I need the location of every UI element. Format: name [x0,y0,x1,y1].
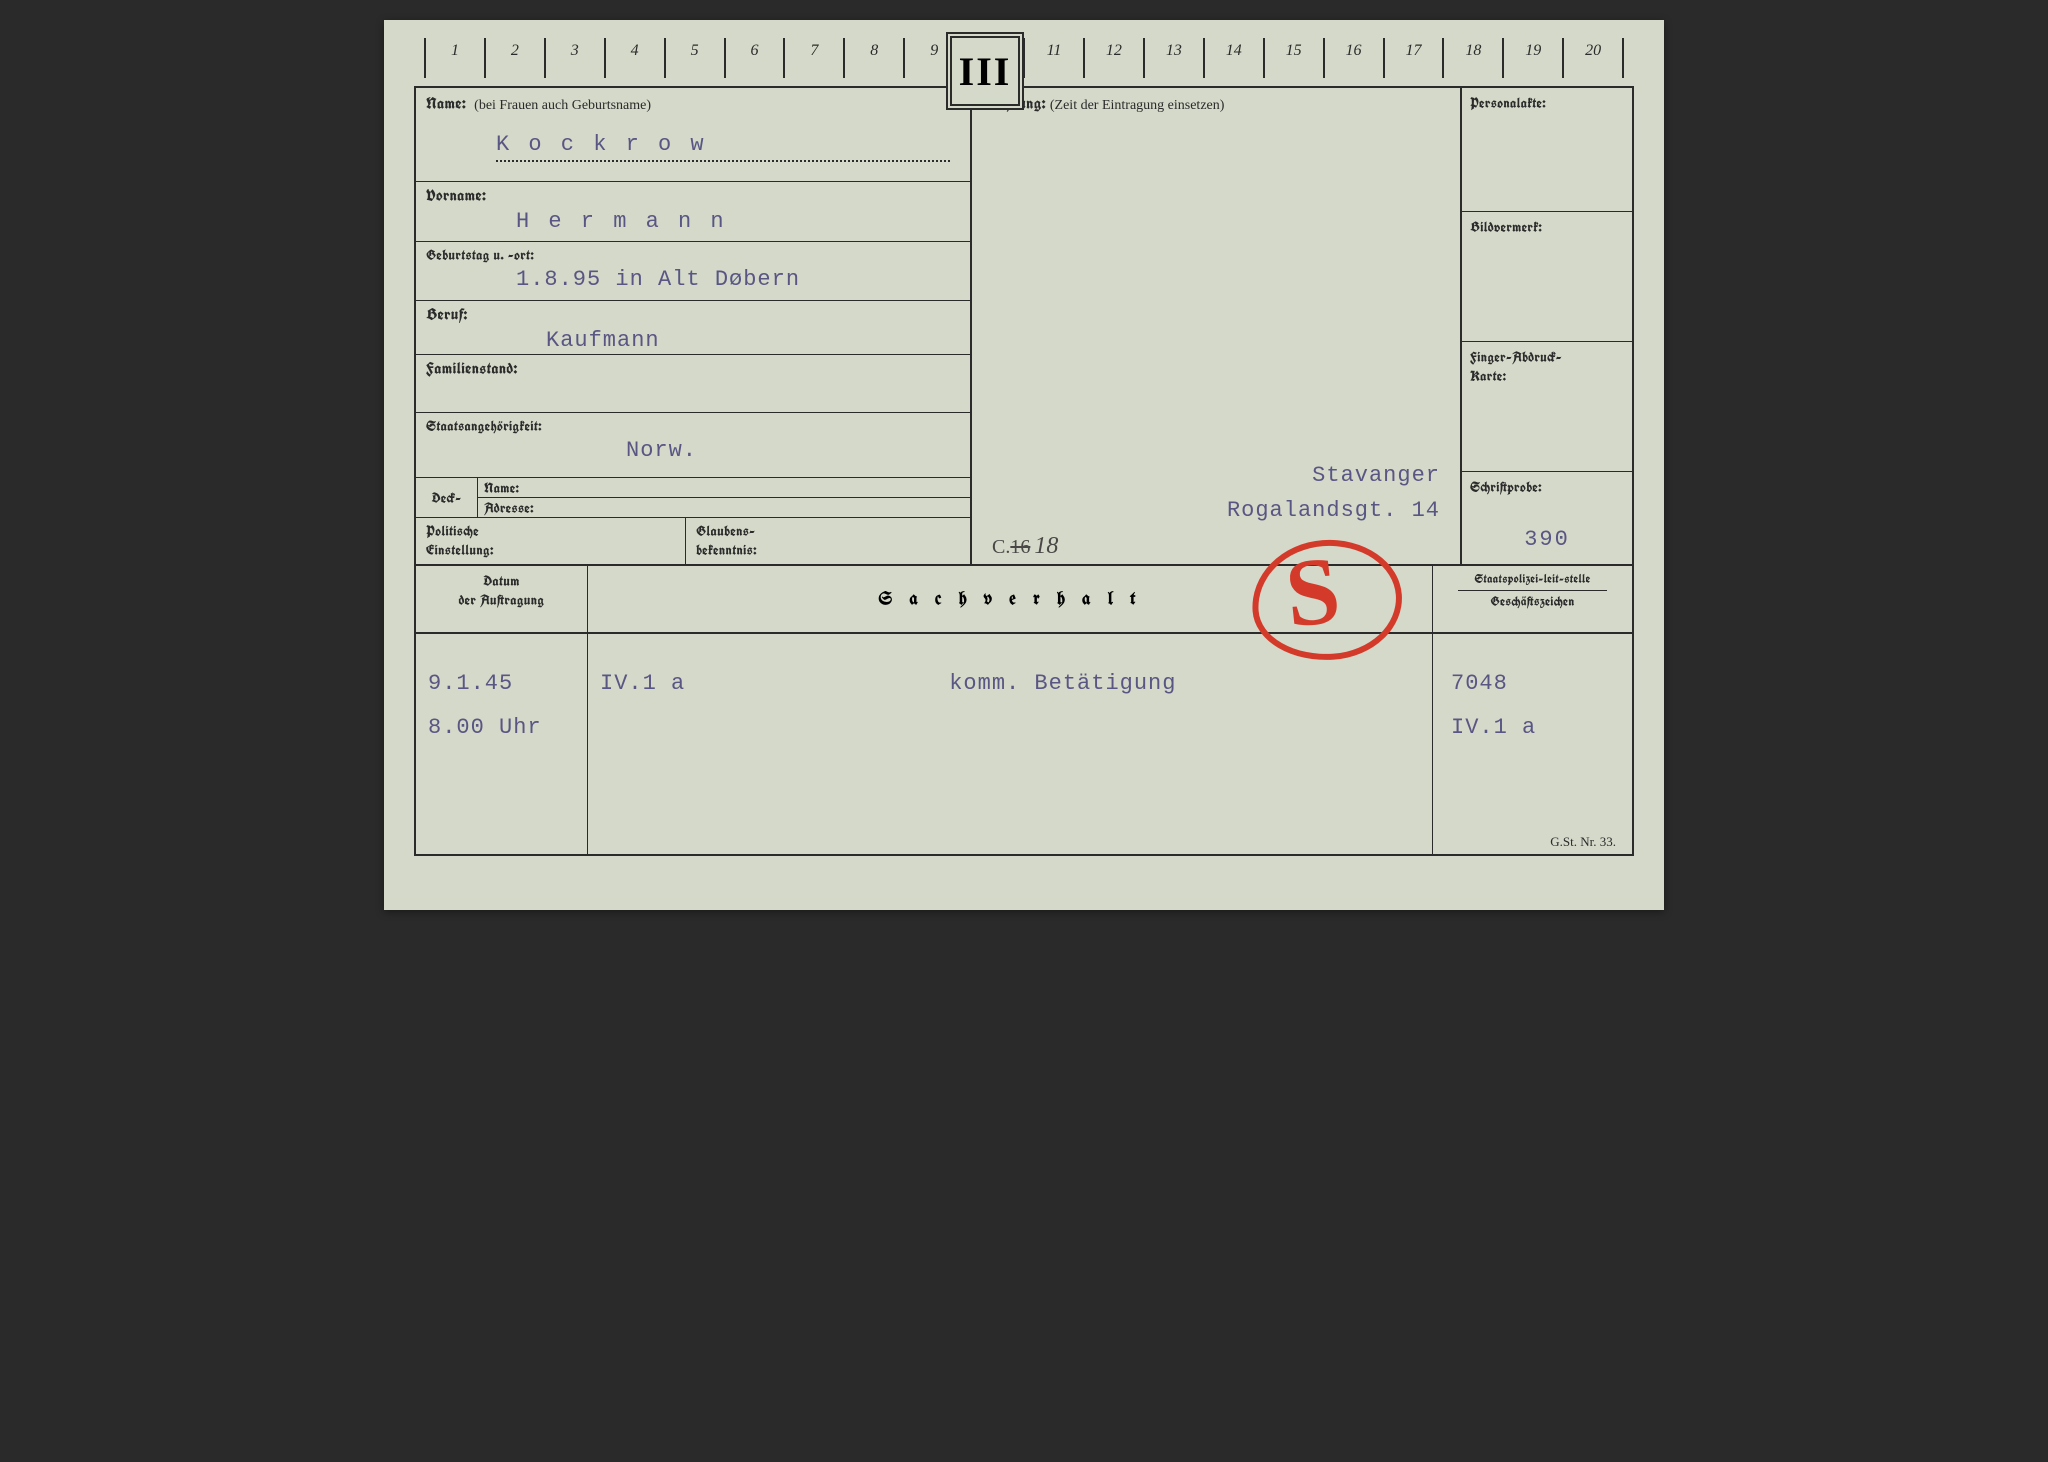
ruler-tick: 12 [1083,38,1143,78]
label-name: Name: [426,94,466,114]
field-bildvermerk: Bildvermerk: [1462,212,1632,342]
header-geschaeftszeichen: Staatspolizei-leit-stelle Geschäftszeich… [1432,566,1632,632]
entries-section: 9.1.45 8.00 Uhr IV.1 a komm. Betätigung … [416,634,1632,854]
entry-ref: IV.1 a [600,662,685,706]
value-residence-street: Rogalandsgt. 14 [1227,493,1440,528]
hand-struck: 16 [1010,536,1030,558]
label-political-2: Einstellung: [426,541,494,559]
ruler-tick: 8 [843,38,903,78]
value-residence-city: Stavanger [1227,458,1440,493]
field-marital-status: Familienstand: [416,355,970,413]
left-column: Name: (bei Frauen auch Geburtsname) K o … [416,88,972,564]
ruler-tick: 15 [1263,38,1323,78]
value-occupation: Kaufmann [546,328,660,353]
entry-code-1: 7048 [1451,662,1614,706]
form-number: G.St. Nr. 33. [1550,834,1616,850]
field-occupation: Beruf: Kaufmann [416,301,970,355]
ruler-tick: 1 [424,38,484,78]
label-datum-2: der Auftragung [459,591,545,609]
label-sachverhalt: S a c h v e r h a l t [879,590,1142,609]
label-deck-name: Name: [484,479,519,497]
ruler-tick: 7 [783,38,843,78]
handwritten-annotation: C.16 18 [992,533,1058,560]
label-birth: Geburtstag u. -ort: [426,246,960,264]
entry-main-col: IV.1 a komm. Betätigung [588,634,1432,854]
entry-date: 9.1.45 [428,662,575,706]
index-card: 1 2 3 4 5 6 7 8 9 10 11 12 13 14 15 16 1… [384,20,1664,910]
entry-code-2: IV.1 a [1451,706,1614,750]
field-vorname: Vorname: H e r m a n n [416,182,970,242]
ruler-tick: 17 [1383,38,1443,78]
top-section: Name: (bei Frauen auch Geburtsname) K o … [416,88,1632,566]
field-personalakte: Personalakte: [1462,88,1632,212]
label-political-1: Politische [426,522,479,540]
ruler-tick: 16 [1323,38,1383,78]
ruler-tick: 20 [1562,38,1624,78]
label-bildvermerk: Bildvermerk: [1470,218,1542,236]
label-marital: Familienstand: [426,359,960,379]
label-deck-address: Adresse: [484,499,534,517]
ruler-tick: 11 [1023,38,1083,78]
entry-date-col: 9.1.45 8.00 Uhr [416,634,588,854]
ruler-tick: 6 [724,38,784,78]
label-staatspolizei: Staatspolizei-leit-stelle [1474,572,1590,587]
ruler-tick: 3 [544,38,604,78]
ruler-tick: 13 [1143,38,1203,78]
ruler-tick: 14 [1203,38,1263,78]
label-nationality: Staatsangehörigkeit: [426,417,960,435]
header-band: Datum der Auftragung S a c h v e r h a l… [416,566,1632,634]
ruler-tick: 18 [1442,38,1502,78]
label-faith-2: bekenntnis: [696,541,757,559]
label-residence-note: (Zeit der Eintragung einsetzen) [1050,98,1225,113]
ruler-scale: 1 2 3 4 5 6 7 8 9 10 11 12 13 14 15 16 1… [424,38,1624,78]
field-name: Name: (bei Frauen auch Geburtsname) K o … [416,88,970,182]
label-deck: Deck- [432,489,462,507]
value-schriftprobe: 390 [1462,527,1632,552]
ruler-tick: 2 [484,38,544,78]
field-fingerprint: Finger-Abdruck- Karte: [1462,342,1632,472]
value-birth: 1.8.95 in Alt Døbern [516,267,800,292]
field-political-religious: Politische Einstellung: Glaubens- bekenn… [416,518,970,564]
label-finger-2: Karte: [1470,367,1506,385]
right-column: Personalakte: Bildvermerk: Finger-Abdruc… [1462,88,1632,564]
form-body: III S Name: (bei Frauen auch Geburtsname… [414,86,1634,856]
label-occupation: Beruf: [426,305,960,325]
middle-column: Wohnung: (Zeit der Eintragung einsetzen)… [972,88,1462,564]
label-faith-1: Glaubens- [696,522,755,540]
ruler-tick: 5 [664,38,724,78]
label-personalakte: Personalakte: [1470,94,1546,112]
field-alias: Deck- Name: Adresse: [416,478,970,518]
header-date: Datum der Auftragung [416,566,588,632]
label-schriftprobe: Schriftprobe: [1470,478,1542,496]
value-vorname: H e r m a n n [516,209,727,234]
value-residence: Stavanger Rogalandsgt. 14 [1227,458,1440,528]
hand-prefix: C. [992,536,1010,558]
label-vorname: Vorname: [426,186,960,206]
ruler-tick: 19 [1502,38,1562,78]
label-geschaeftszeichen: Geschäftszeichen [1490,593,1574,610]
hand-number: 18 [1034,533,1058,559]
field-birth: Geburtstag u. -ort: 1.8.95 in Alt Døbern [416,242,970,302]
label-datum-1: Datum [483,572,520,590]
value-name: K o c k r o w [496,132,707,157]
red-stamp-letter: S [1281,541,1344,642]
field-schriftprobe: Schriftprobe: 390 [1462,472,1632,564]
entry-code-col: 7048 IV.1 a [1432,634,1632,854]
entry-sachverhalt: komm. Betätigung [949,662,1176,706]
entry-time: 8.00 Uhr [428,706,575,750]
ruler-tick: 4 [604,38,664,78]
field-nationality: Staatsangehörigkeit: Norw. [416,413,970,478]
label-finger-1: Finger-Abdruck- [1470,348,1562,366]
value-nationality: Norw. [626,438,697,463]
label-name-note: (bei Frauen auch Geburtsname) [474,98,651,114]
category-roman-numeral: III [946,32,1024,110]
